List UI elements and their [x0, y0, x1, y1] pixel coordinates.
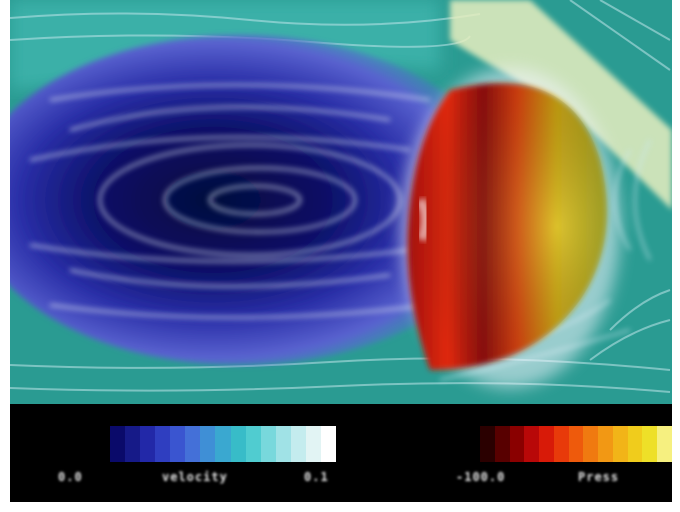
velocity-legend-title: velocity: [162, 470, 228, 484]
velocity-colorbar: [110, 426, 336, 462]
capsule-shoulder-highlight: [415, 197, 431, 242]
pressure-colorbar: [480, 426, 672, 462]
wake-streamlines: [29, 83, 431, 319]
pressure-legend-title: Press: [578, 470, 620, 484]
cone-wake-highlight: [450, 0, 672, 210]
pressure-min-label: -100.0: [456, 470, 506, 484]
velocity-max-label: 0.1: [304, 470, 329, 484]
flow-visualization: [10, 0, 672, 404]
wake-region: [10, 35, 510, 365]
capsule-body-shade: [407, 83, 607, 371]
color-legend: 0.0 velocity 0.1 -100.0 Press: [10, 404, 672, 502]
velocity-min-label: 0.0: [58, 470, 83, 484]
